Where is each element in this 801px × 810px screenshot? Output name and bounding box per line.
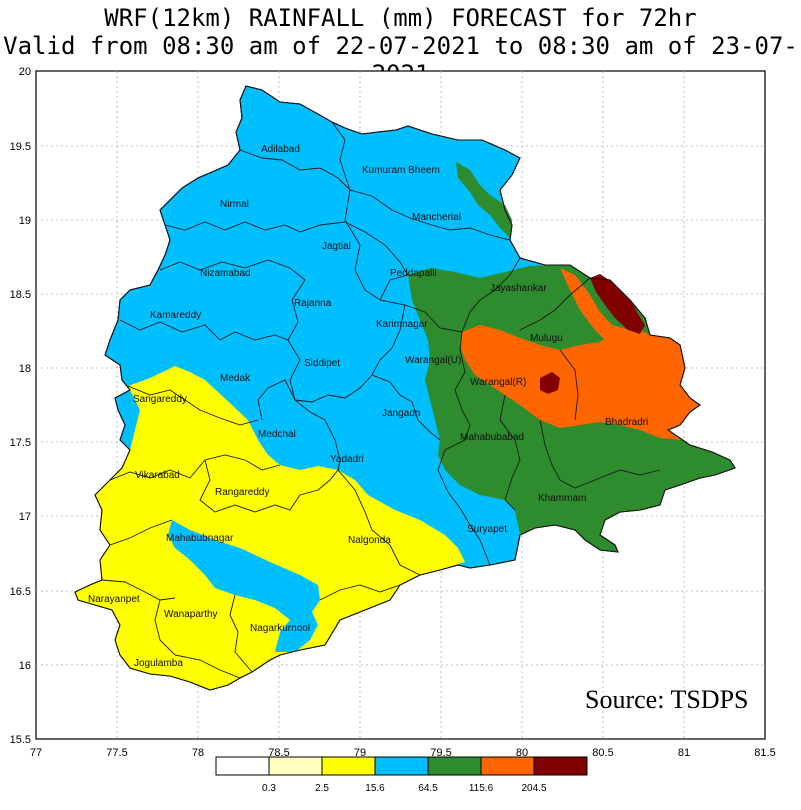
district-label: Kamareddy	[150, 310, 201, 321]
y-tick-label: 15.5	[10, 734, 31, 746]
district-label: Peddapalli	[390, 268, 437, 279]
district-label: Bhadradri	[605, 417, 648, 428]
y-tick-label: 16	[19, 660, 31, 672]
district-label: Mahabubabad	[460, 432, 524, 443]
district-label: Rajanna	[294, 298, 332, 309]
district-labels: Adilabad Kumuram Bheem Nirmal Mancherial…	[88, 144, 648, 669]
legend-swatch	[215, 756, 270, 776]
x-tick-label: 80.5	[592, 747, 613, 759]
legend-swatch	[427, 756, 482, 776]
legend-label: 115.6	[469, 783, 494, 794]
map-title: WRF(12km) RAINFALL (mm) FORECAST for 72h…	[104, 4, 697, 32]
rain-zone-orange	[460, 325, 700, 440]
rain-zone-darkred-ne	[590, 274, 645, 334]
district-label: Medak	[220, 373, 251, 384]
legend-colorbar: 0.3 2.5 15.6 64.5 115.6 204.5	[215, 756, 588, 794]
district-label: Siddipet	[304, 358, 340, 369]
x-tick-label: 79.5	[430, 747, 451, 759]
y-tick-label: 17	[19, 511, 31, 523]
y-tick-label: 19.5	[10, 141, 31, 153]
district-label: Nizamabad	[200, 268, 251, 279]
state-boundary	[74, 85, 736, 691]
district-label: Kumuram Bheem	[362, 165, 440, 176]
district-label: Sangareddy	[133, 394, 187, 405]
district-label: Nalgonda	[348, 535, 391, 546]
district-label: Mancherial	[412, 212, 461, 223]
x-tick-label: 80	[516, 747, 528, 759]
district-label: Jagtial	[322, 241, 351, 252]
x-tick-label: 81	[678, 747, 690, 759]
district-label: Suryapet	[467, 524, 507, 535]
district-label: Rangareddy	[215, 487, 269, 498]
district-label: Nagarkurnool	[250, 623, 310, 634]
district-label: Mulugu	[530, 333, 563, 344]
y-tick-label: 19	[19, 215, 31, 227]
x-tick-label: 77.5	[106, 747, 127, 759]
legend-swatch	[374, 756, 429, 776]
rain-zone-blue-channel	[168, 520, 320, 652]
district-label: Yadadri	[330, 454, 364, 465]
rain-zone-blue-patch	[262, 412, 305, 452]
district-label: Nirmal	[220, 199, 249, 210]
district-label: Warangal(R)	[470, 377, 526, 388]
y-axis-ticks: 20 19.5 19 18.5 18 17.5 17 16.5 16 15.5	[10, 66, 31, 746]
legend-label: 64.5	[418, 783, 438, 794]
x-tick-label: 78.5	[268, 747, 289, 759]
x-tick-label: 77	[30, 747, 42, 759]
y-tick-label: 20	[19, 66, 31, 78]
district-label: Karimnagar	[376, 319, 428, 330]
x-axis-ticks: 77 77.5 78 78.5 79 79.5 80 80.5 81 81.5	[30, 747, 776, 759]
legend-swatch	[321, 756, 376, 776]
source-text: Source: TSDPS	[585, 685, 749, 714]
y-tick-label: 18	[19, 363, 31, 375]
district-boundaries	[101, 121, 661, 679]
y-tick-label: 18.5	[10, 289, 31, 301]
district-label: Adilabad	[261, 144, 300, 155]
district-label: Narayanpet	[88, 594, 140, 605]
legend-label: 0.3	[262, 783, 276, 794]
district-label: Jangaon	[382, 408, 420, 419]
y-tick-label: 16.5	[10, 586, 31, 598]
district-label: Vikarabad	[135, 470, 180, 481]
district-label: Mahabubnagar	[166, 533, 234, 544]
legend-swatch	[268, 756, 323, 776]
district-label: Wanaparthy	[164, 609, 218, 620]
legend-label: 204.5	[521, 783, 546, 794]
y-tick-label: 17.5	[10, 437, 31, 449]
district-label: Jogulamba	[134, 658, 183, 669]
district-label: Jayashankar	[490, 283, 547, 294]
rain-zone-orange-ne	[560, 268, 640, 345]
x-tick-label: 81.5	[754, 747, 775, 759]
rain-zone-darkred-center	[540, 372, 560, 394]
legend-label: 15.6	[365, 783, 385, 794]
district-label: Warangal(U)	[405, 355, 461, 366]
x-tick-label: 79	[354, 747, 366, 759]
legend-label: 2.5	[315, 783, 329, 794]
map-subtitle: Valid from 08:30 am of 22-07-2021 to 08:…	[3, 32, 798, 88]
legend-swatch	[533, 756, 588, 776]
x-tick-label: 78	[192, 747, 204, 759]
legend-swatch	[480, 756, 535, 776]
district-label: Medchal	[258, 429, 296, 440]
rain-zone-green-north	[456, 162, 512, 238]
district-label: Khammam	[538, 493, 586, 504]
